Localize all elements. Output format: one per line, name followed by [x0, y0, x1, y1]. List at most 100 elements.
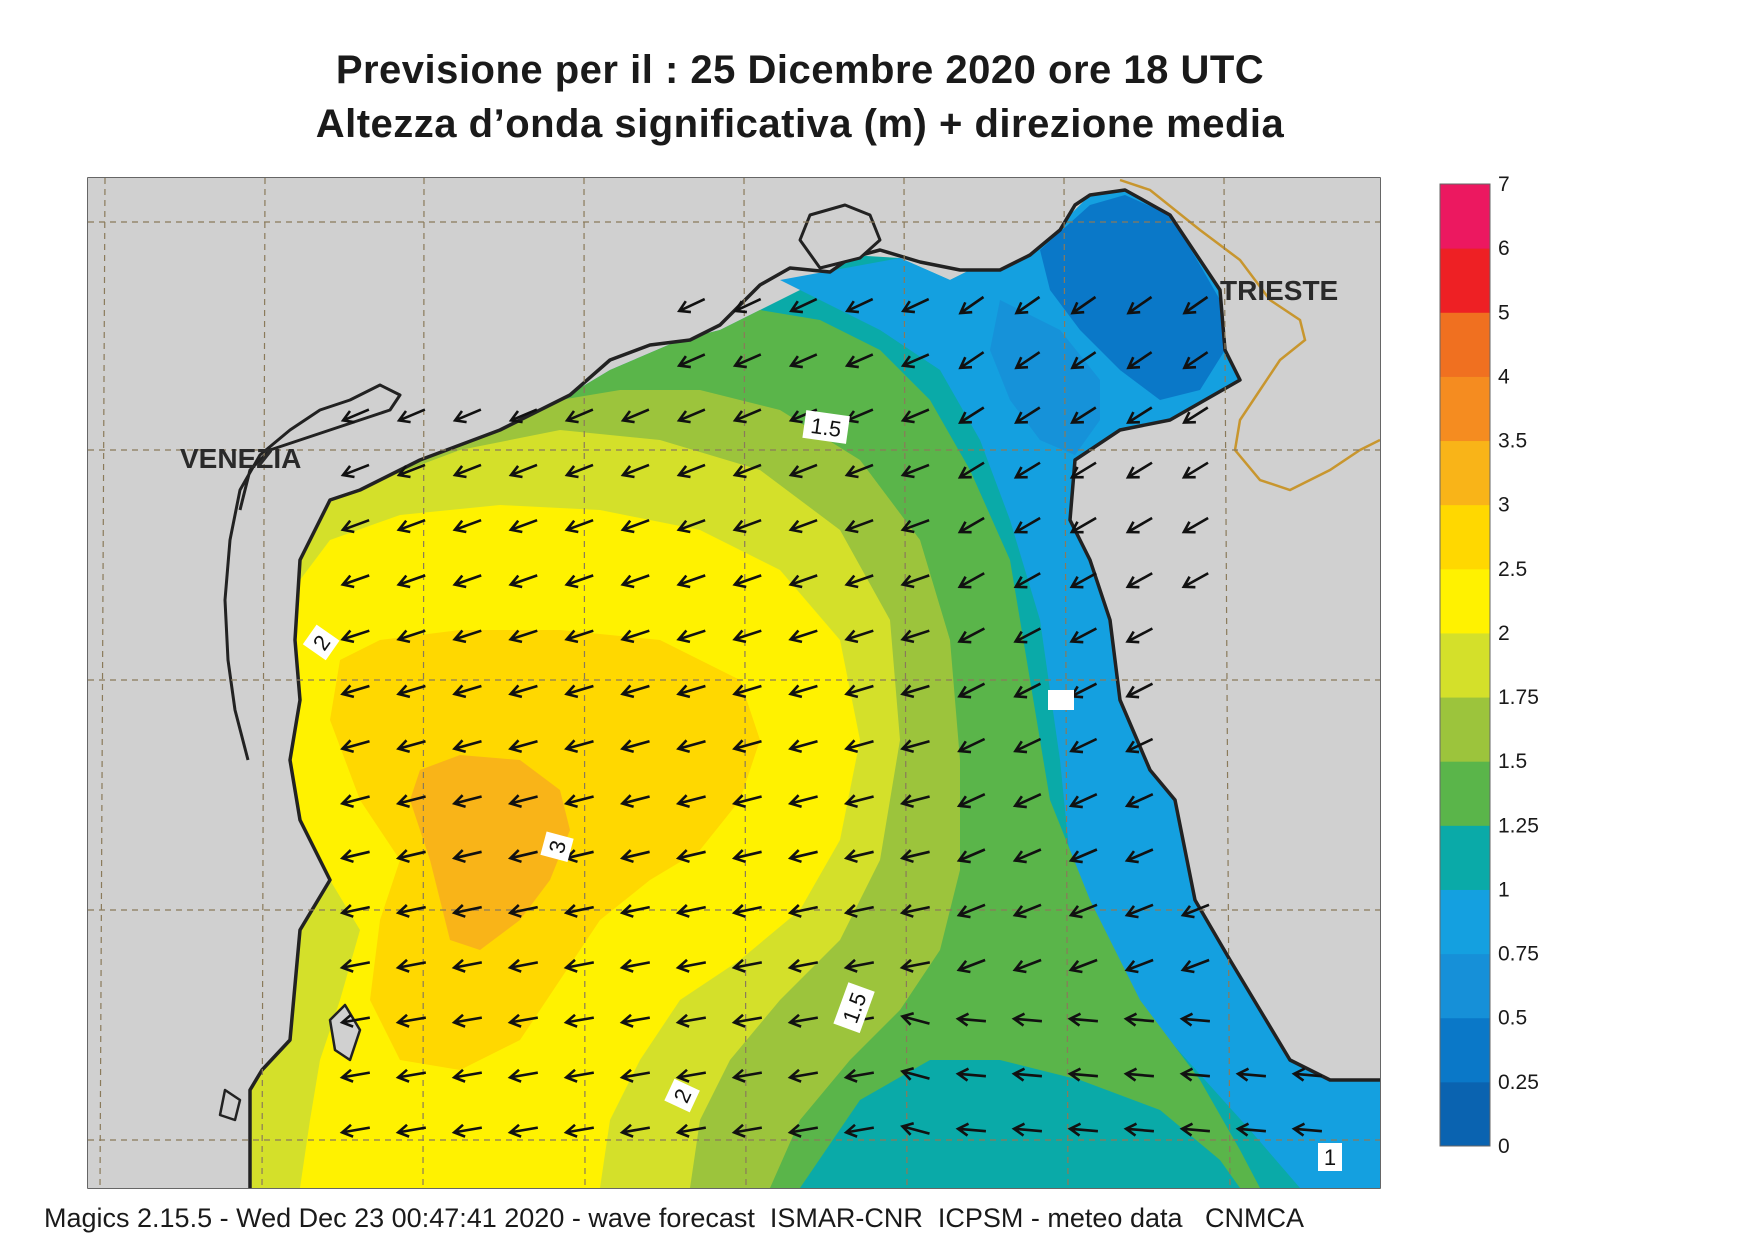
wave-direction-arrow	[620, 574, 650, 589]
wave-direction-arrow	[619, 849, 650, 864]
wave-direction-arrow	[731, 1068, 763, 1083]
color-scale-swatch	[1440, 568, 1490, 634]
wave-direction-arrow	[676, 408, 706, 424]
wave-direction-arrow	[563, 1123, 595, 1138]
wave-direction-arrow	[451, 1123, 483, 1138]
color-scale-tick-label: 4	[1498, 365, 1510, 388]
wave-direction-arrow	[844, 518, 874, 534]
wave-direction-arrow	[732, 463, 762, 479]
wave-direction-arrow	[1126, 351, 1153, 370]
wave-direction-arrow	[733, 297, 762, 314]
wave-direction-arrow	[1069, 737, 1098, 754]
wave-direction-arrow	[452, 408, 482, 424]
wave-direction-arrow	[955, 1012, 987, 1027]
color-scale-tick-label: 3	[1498, 494, 1510, 517]
wave-direction-arrow	[396, 629, 426, 644]
wave-direction-arrow	[843, 1123, 875, 1138]
wave-direction-arrow	[900, 518, 930, 534]
wave-direction-arrow	[1014, 295, 1041, 315]
wave-direction-arrow	[956, 793, 986, 809]
wave-direction-arrow	[1125, 572, 1153, 589]
wave-direction-arrow	[339, 794, 370, 809]
wave-direction-arrow	[900, 1121, 930, 1136]
wave-direction-arrow	[1011, 1012, 1043, 1027]
color-scale-tick-label: 5	[1498, 301, 1510, 324]
wave-direction-arrow	[731, 794, 762, 809]
wave-direction-arrow	[563, 958, 595, 973]
wave-direction-arrow	[1068, 793, 1098, 809]
wave-direction-arrow	[1182, 295, 1209, 315]
color-scale-swatch	[1440, 761, 1490, 826]
wave-direction-arrow	[843, 958, 875, 973]
wave-direction-arrow	[451, 1068, 483, 1083]
wave-direction-arrow	[395, 904, 426, 918]
wave-direction-arrow	[1181, 572, 1209, 589]
wave-direction-arrow	[731, 1123, 763, 1138]
sea-area	[250, 190, 1380, 1188]
chart-title-line-2: Altezza d’onda significativa (m) + direz…	[315, 102, 1285, 146]
wave-direction-arrow	[340, 684, 370, 699]
color-scale-swatch	[1440, 248, 1490, 313]
wave-direction-arrow	[1013, 627, 1042, 644]
wave-direction-arrow	[900, 1011, 930, 1026]
wave-direction-arrow	[619, 794, 650, 809]
wave-direction-arrow	[1013, 682, 1042, 699]
wave-direction-arrow	[788, 629, 818, 644]
wave-direction-arrow	[957, 516, 985, 534]
wave-direction-arrow	[564, 518, 594, 534]
wave-direction-arrow	[843, 1068, 875, 1083]
wave-direction-arrow	[732, 684, 762, 699]
wave-direction-arrow	[451, 849, 482, 864]
color-scale-frame	[1439, 183, 1491, 1147]
wave-direction-arrow	[340, 739, 370, 754]
wave-direction-arrow	[1291, 1067, 1323, 1082]
color-scale-tick-label: 1.25	[1498, 814, 1539, 837]
wave-direction-arrow	[843, 794, 874, 809]
wave-direction-arrow	[1012, 958, 1042, 974]
wave-direction-arrow	[1068, 848, 1098, 864]
wave-direction-arrow	[396, 518, 426, 534]
wave-direction-arrow	[396, 408, 426, 424]
wave-direction-arrow	[1069, 516, 1097, 534]
color-scale-tick-label: 1.75	[1498, 686, 1539, 709]
color-scale-tick-label: 2	[1498, 622, 1510, 645]
wave-direction-arrow	[620, 629, 650, 644]
wave-direction-arrow	[787, 958, 819, 973]
wave-direction-arrow	[899, 958, 931, 973]
wave-direction-arrow	[956, 903, 986, 919]
wave-direction-arrow	[844, 353, 874, 369]
wave-direction-arrow	[675, 794, 706, 809]
wave-direction-arrow	[789, 297, 818, 314]
wave-direction-arrow	[899, 904, 930, 918]
wave-direction-arrow	[564, 739, 594, 754]
national-border	[1119, 178, 1380, 492]
wave-direction-arrow	[677, 297, 706, 314]
color-scale-tick-label: 7	[1498, 173, 1510, 196]
wave-direction-arrow	[1181, 516, 1209, 534]
wave-direction-arrow	[958, 406, 985, 424]
wave-direction-arrow	[507, 1123, 539, 1138]
wave-direction-arrow	[732, 739, 762, 754]
wave-direction-arrow	[676, 463, 706, 479]
wave-direction-arrow	[452, 574, 482, 589]
wave-direction-arrow	[676, 684, 706, 699]
wave-direction-arrow	[731, 849, 762, 864]
wave-direction-arrow	[1125, 737, 1154, 754]
color-scale-swatch	[1440, 1017, 1490, 1083]
wave-direction-arrow	[1291, 1122, 1323, 1137]
color-scale-swatch	[1440, 889, 1490, 955]
color-scale-swatch	[1440, 632, 1490, 698]
wave-direction-arrow	[1069, 572, 1097, 589]
wave-direction-arrow	[675, 1123, 707, 1138]
wave-direction-arrow	[1126, 295, 1153, 315]
wave-direction-arrow	[900, 463, 930, 479]
wave-direction-arrow	[844, 739, 874, 754]
wave-direction-arrow	[339, 1123, 371, 1138]
wave-direction-arrow	[452, 463, 482, 479]
wave-direction-arrow	[1011, 1122, 1043, 1137]
wave-direction-arrow	[564, 574, 594, 589]
wave-direction-arrow	[620, 408, 650, 424]
wave-direction-arrow	[1070, 406, 1097, 424]
wave-direction-arrow	[957, 572, 985, 589]
wave-direction-arrow	[957, 627, 986, 644]
